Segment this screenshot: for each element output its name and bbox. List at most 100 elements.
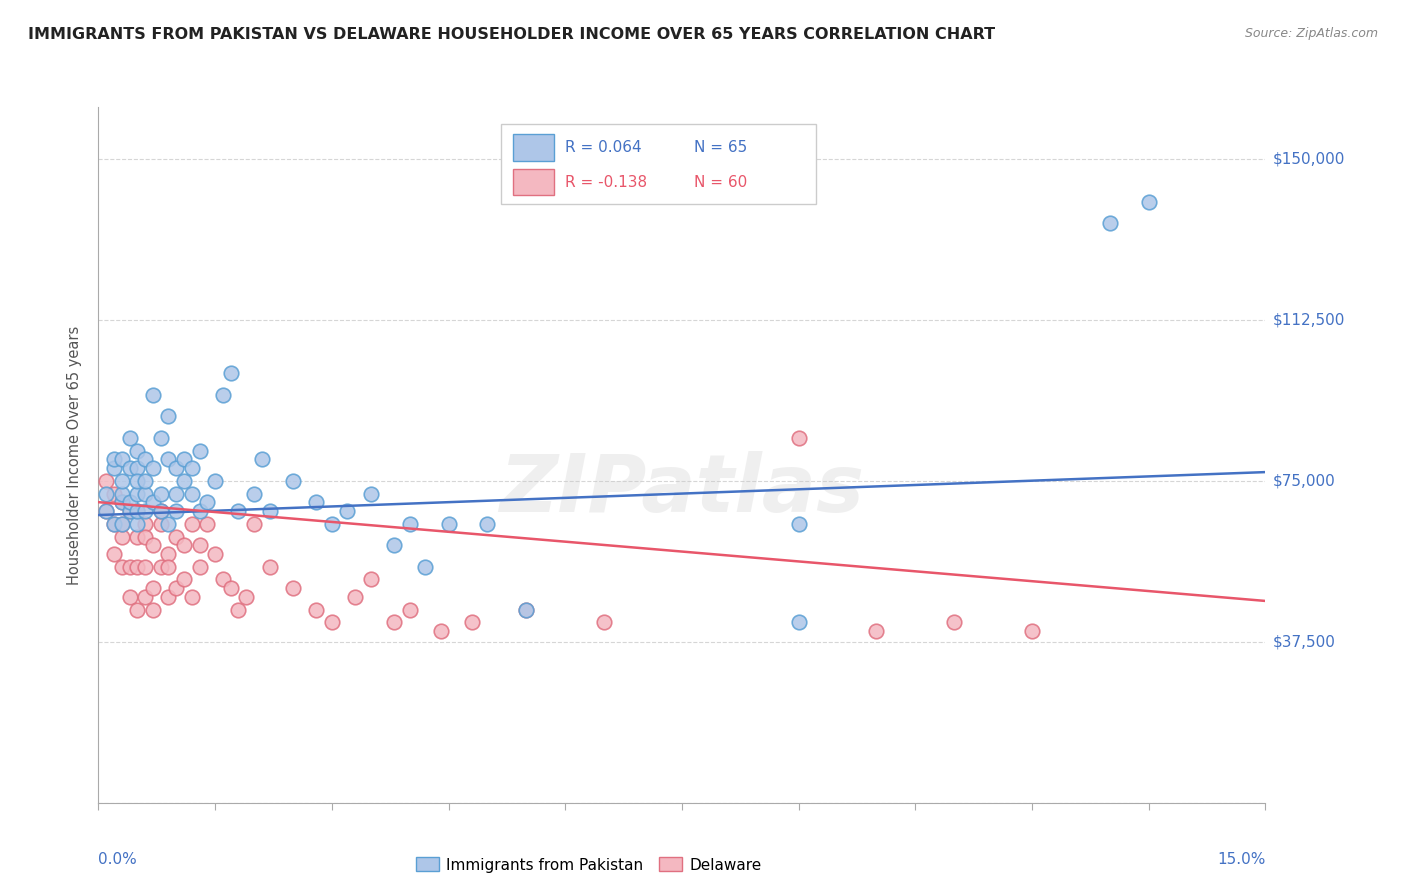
Point: [228, 602, 250, 616]
Text: $112,500: $112,500: [1272, 312, 1344, 327]
Point: [204, 474, 226, 488]
Point: [173, 452, 195, 467]
Point: [593, 615, 616, 630]
Point: [398, 516, 420, 531]
Point: [188, 538, 211, 552]
Legend: Immigrants from Pakistan, Delaware: Immigrants from Pakistan, Delaware: [409, 851, 768, 879]
FancyBboxPatch shape: [513, 134, 554, 161]
Point: [157, 547, 180, 561]
Point: [149, 504, 172, 518]
Point: [149, 504, 172, 518]
Point: [413, 559, 436, 574]
Point: [243, 516, 266, 531]
Point: [204, 547, 226, 561]
Point: [212, 388, 235, 402]
Point: [515, 602, 537, 616]
Point: [96, 504, 118, 518]
FancyBboxPatch shape: [513, 169, 554, 195]
Text: IMMIGRANTS FROM PAKISTAN VS DELAWARE HOUSEHOLDER INCOME OVER 65 YEARS CORRELATIO: IMMIGRANTS FROM PAKISTAN VS DELAWARE HOU…: [28, 27, 995, 42]
Point: [787, 516, 810, 531]
Point: [865, 624, 887, 638]
Point: [134, 452, 156, 467]
Text: 0.0%: 0.0%: [98, 852, 138, 866]
Point: [134, 529, 156, 543]
Point: [142, 495, 165, 509]
Point: [180, 460, 202, 475]
Point: [149, 431, 172, 445]
Point: [157, 516, 180, 531]
Point: [149, 559, 172, 574]
Point: [103, 547, 125, 561]
Point: [127, 460, 149, 475]
Point: [157, 590, 180, 604]
Point: [111, 474, 134, 488]
Point: [118, 431, 141, 445]
Point: [134, 504, 156, 518]
Point: [127, 474, 149, 488]
Point: [173, 474, 195, 488]
Point: [118, 590, 141, 604]
Point: [180, 516, 202, 531]
Point: [461, 615, 484, 630]
Point: [111, 516, 134, 531]
Point: [281, 474, 304, 488]
Point: [142, 602, 165, 616]
Text: ZIPatlas: ZIPatlas: [499, 450, 865, 529]
Point: [165, 581, 187, 595]
Point: [180, 486, 202, 500]
Text: $37,500: $37,500: [1272, 634, 1336, 649]
Text: $75,000: $75,000: [1272, 473, 1336, 488]
Point: [96, 474, 118, 488]
Point: [477, 516, 499, 531]
Point: [943, 615, 966, 630]
Point: [118, 559, 141, 574]
Point: [96, 486, 118, 500]
Point: [127, 443, 149, 458]
Text: R = -0.138: R = -0.138: [565, 175, 647, 190]
Point: [165, 486, 187, 500]
Point: [382, 615, 405, 630]
Point: [188, 504, 211, 518]
Point: [127, 516, 149, 531]
Point: [305, 602, 328, 616]
Point: [127, 486, 149, 500]
Point: [165, 504, 187, 518]
Point: [173, 538, 195, 552]
Point: [1137, 194, 1160, 209]
Point: [134, 590, 156, 604]
Point: [111, 486, 134, 500]
Point: [111, 529, 134, 543]
Point: [173, 573, 195, 587]
Point: [111, 559, 134, 574]
Point: [157, 452, 180, 467]
Point: [305, 495, 328, 509]
Point: [134, 474, 156, 488]
Point: [360, 486, 382, 500]
Point: [118, 504, 141, 518]
Point: [515, 602, 537, 616]
Point: [142, 538, 165, 552]
Point: [111, 495, 134, 509]
Y-axis label: Householder Income Over 65 years: Householder Income Over 65 years: [67, 326, 83, 584]
Point: [111, 495, 134, 509]
Point: [1021, 624, 1043, 638]
Point: [96, 504, 118, 518]
Point: [188, 559, 211, 574]
Point: [212, 573, 235, 587]
Point: [142, 460, 165, 475]
Text: 15.0%: 15.0%: [1218, 852, 1265, 866]
Point: [243, 486, 266, 500]
Point: [321, 516, 343, 531]
Point: [118, 495, 141, 509]
Point: [259, 504, 281, 518]
Point: [180, 590, 202, 604]
Point: [157, 559, 180, 574]
Point: [165, 529, 187, 543]
Point: [787, 615, 810, 630]
Point: [157, 409, 180, 424]
Point: [429, 624, 451, 638]
Point: [344, 590, 367, 604]
Point: [134, 486, 156, 500]
Text: Source: ZipAtlas.com: Source: ZipAtlas.com: [1244, 27, 1378, 40]
Point: [127, 559, 149, 574]
